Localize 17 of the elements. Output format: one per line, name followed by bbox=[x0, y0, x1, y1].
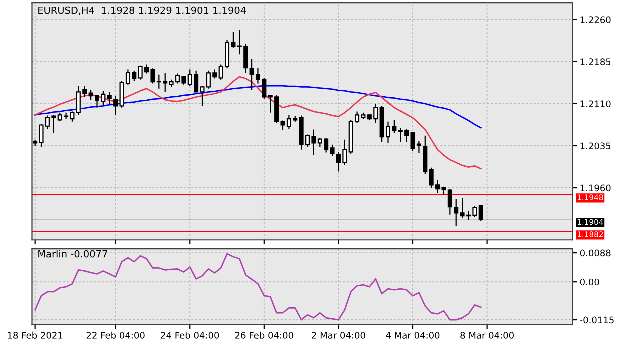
y-tick-label: 0.00 bbox=[580, 278, 600, 286]
y-tick-label: 1.2110 bbox=[580, 100, 611, 108]
chart-title: Marlin -0.0077 bbox=[38, 250, 108, 258]
y-tick-label: 1.2035 bbox=[580, 142, 611, 150]
x-tick-label: 24 Feb 04:00 bbox=[161, 332, 220, 339]
x-tick-label: 4 Mar 04:00 bbox=[386, 332, 440, 339]
y-tick-label: 1.1960 bbox=[580, 184, 611, 192]
y-tick-label: 1.2260 bbox=[580, 16, 611, 24]
y-tick-label: 0.0088 bbox=[580, 250, 611, 257]
x-tick-label: 22 Feb 04:00 bbox=[86, 332, 145, 339]
x-tick-label: 2 Mar 04:00 bbox=[312, 332, 366, 339]
chart-title: EURUSD,H4 1.1928 1.1929 1.1901 1.1904 bbox=[38, 6, 246, 16]
y-tick-label: 1.2185 bbox=[580, 58, 611, 66]
x-tick-label: 8 Mar 04:00 bbox=[460, 332, 514, 339]
x-tick-label: 18 Feb 2021 bbox=[8, 332, 63, 339]
x-tick-label: 26 Feb 04:00 bbox=[235, 332, 294, 339]
y-tick-label: -0.0115 bbox=[580, 316, 614, 324]
